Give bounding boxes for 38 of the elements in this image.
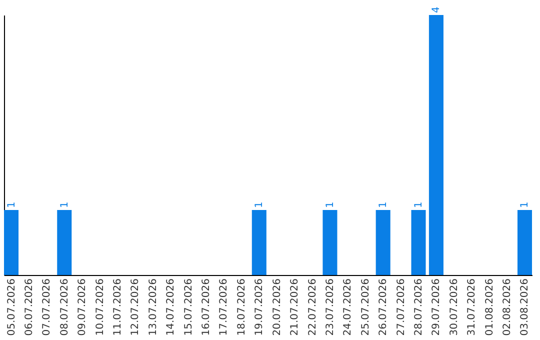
- x-tick-label: 03.08.2026: [520, 278, 531, 336]
- x-tick-label: 26.07.2026: [378, 278, 390, 336]
- x-tick-label: 12.07.2026: [130, 278, 142, 336]
- x-tick-label: 11.07.2026: [112, 278, 124, 336]
- x-tick-label: 19.07.2026: [254, 278, 266, 336]
- x-tick-label: 14.07.2026: [166, 278, 177, 336]
- data-label: 1: [414, 202, 425, 208]
- data-label: 4: [431, 6, 442, 13]
- x-tick-label: 06.07.2026: [24, 278, 35, 336]
- x-tick-label: 02.08.2026: [502, 278, 514, 336]
- data-label: 1: [59, 202, 70, 208]
- x-tick-label: 30.07.2026: [448, 278, 460, 336]
- x-tick-label: 17.07.2026: [218, 278, 230, 336]
- data-label: 1: [254, 202, 266, 208]
- x-tick-label: 29.07.2026: [431, 278, 442, 336]
- x-tick-label: 20.07.2026: [272, 278, 283, 336]
- data-label: 1: [6, 202, 18, 208]
- x-tick-label: 16.07.2026: [201, 278, 212, 336]
- x-tick-label: 27.07.2026: [396, 278, 407, 336]
- x-tick-label: 24.07.2026: [342, 278, 354, 336]
- x-tick-label: 23.07.2026: [324, 278, 336, 336]
- x-tick-label: 15.07.2026: [183, 278, 194, 336]
- data-label: 1: [324, 202, 336, 208]
- x-tick-label: 10.07.2026: [94, 278, 106, 336]
- x-tick-label: 01.08.2026: [484, 278, 496, 336]
- x-tick-label: 13.07.2026: [148, 278, 159, 336]
- data-label: 1: [378, 202, 390, 208]
- x-tick-label: 07.07.2026: [42, 278, 53, 336]
- x-tick-label: 18.07.2026: [236, 278, 248, 336]
- x-tick-label: 25.07.2026: [360, 278, 372, 336]
- x-tick-label: 08.07.2026: [59, 278, 70, 336]
- x-tick-label: 21.07.2026: [290, 278, 301, 336]
- x-tick-label: 05.07.2026: [6, 278, 18, 336]
- x-tick-label: 31.07.2026: [466, 278, 478, 336]
- x-tick-label: 22.07.2026: [307, 278, 318, 336]
- x-tick-label: 09.07.2026: [77, 278, 88, 336]
- data-label: 1: [520, 202, 531, 208]
- x-tick-label: 28.07.2026: [414, 278, 425, 336]
